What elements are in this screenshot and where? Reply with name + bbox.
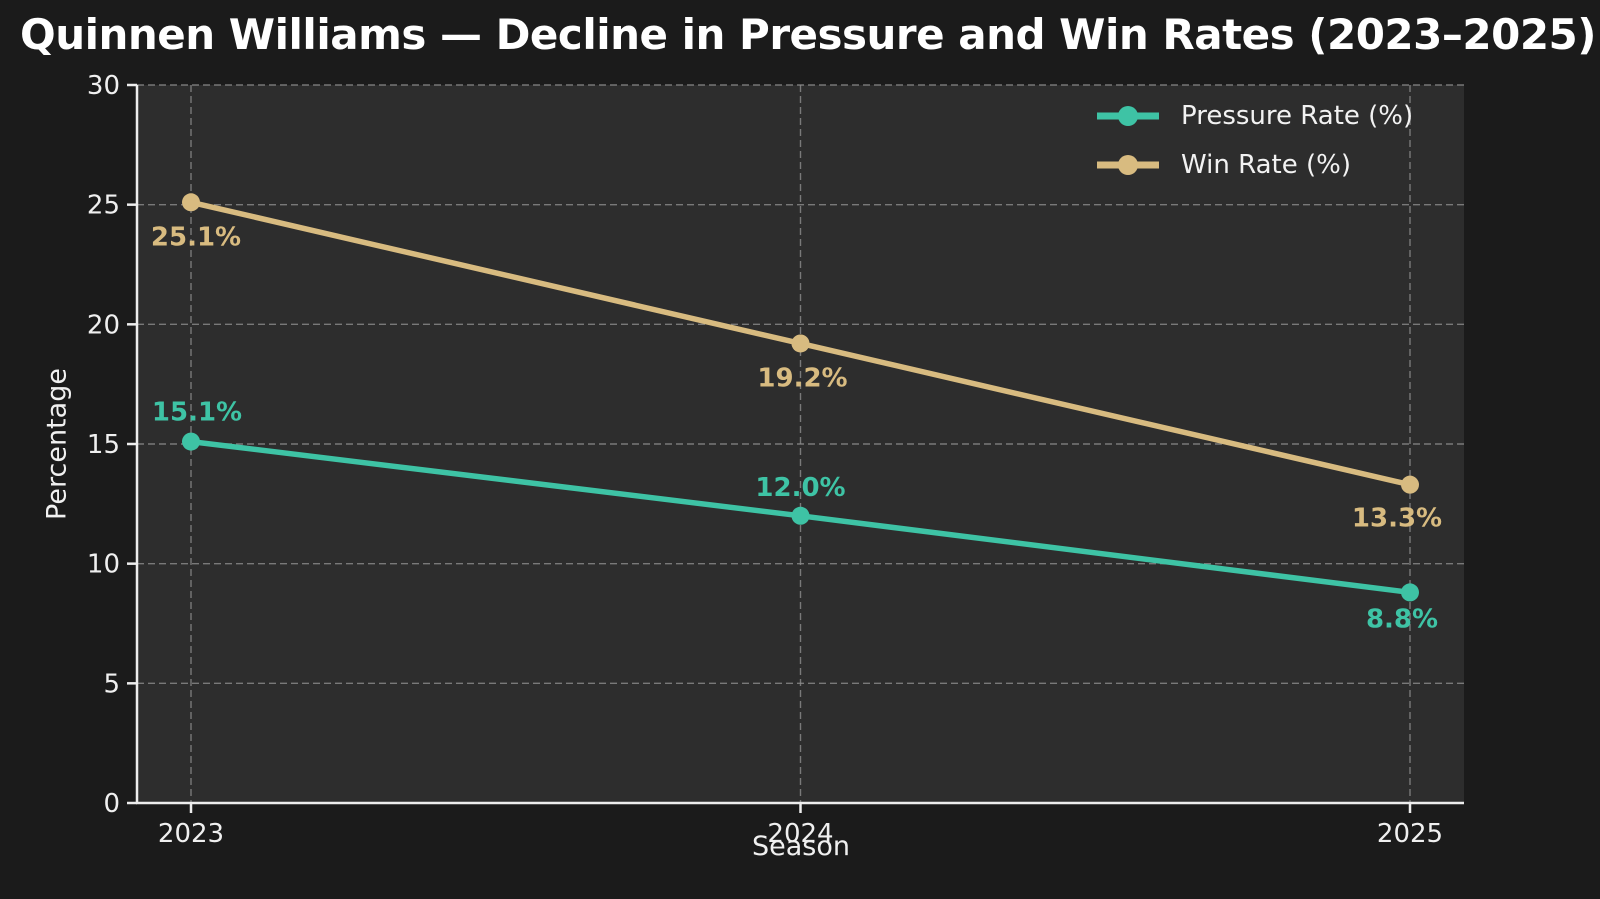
legend-item: Pressure Rate (%) [1095, 96, 1413, 136]
y-axis-label: Percentage [41, 368, 73, 520]
chart-title: Quinnen Williams — Decline in Pressure a… [20, 10, 1596, 59]
legend-item: Win Rate (%) [1095, 145, 1413, 185]
legend-line-marker-icon [1097, 106, 1159, 126]
legend-line-marker-icon [1097, 155, 1159, 175]
y-tick-label: 15 [87, 430, 120, 460]
data-value-label: 19.2% [757, 363, 847, 393]
data-point-win-rate [182, 193, 200, 212]
y-tick-label: 25 [87, 191, 120, 221]
y-tick-label: 20 [87, 310, 120, 340]
legend: Pressure Rate (%) Win Rate (%) [1095, 96, 1413, 185]
y-tick-label: 10 [87, 550, 120, 580]
x-tick-label: 2024 [767, 819, 833, 849]
x-axis-label: Season [752, 831, 850, 862]
legend-item-label: Pressure Rate (%) [1181, 101, 1414, 131]
data-value-label: 12.0% [755, 473, 845, 503]
data-point-pressure-rate [182, 432, 200, 451]
data-value-label: 8.8% [1366, 604, 1438, 634]
data-point-win-rate [791, 334, 810, 353]
data-point-win-rate [1401, 475, 1419, 494]
y-tick-label: 0 [103, 789, 120, 819]
y-tick-label: 30 [87, 71, 120, 101]
legend-item-label: Win Rate (%) [1181, 150, 1351, 180]
data-point-pressure-rate [1401, 583, 1419, 602]
data-value-label: 13.3% [1352, 504, 1442, 534]
data-value-label: 25.1% [151, 222, 241, 252]
x-tick-label: 2023 [158, 819, 224, 849]
data-point-pressure-rate [791, 506, 810, 525]
y-tick-label: 5 [103, 669, 120, 699]
data-value-label: 15.1% [152, 398, 242, 428]
x-tick-label: 2025 [1377, 819, 1443, 849]
